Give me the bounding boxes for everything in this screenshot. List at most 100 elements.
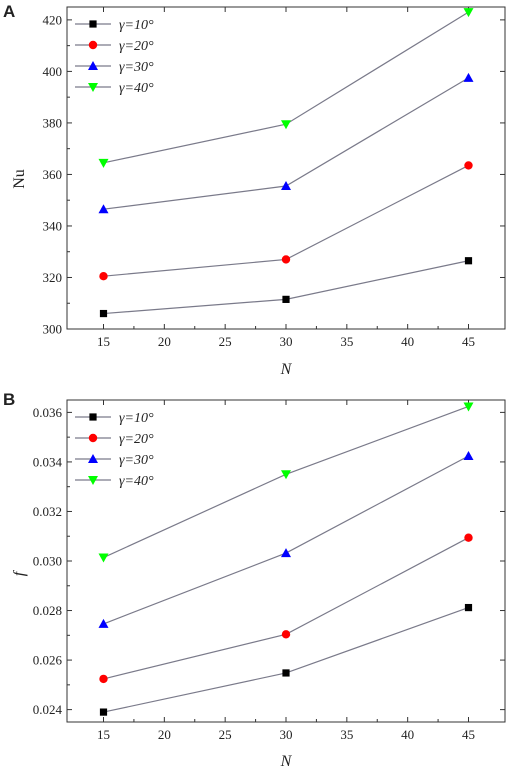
- data-point: [281, 470, 291, 480]
- data-point: [463, 402, 474, 412]
- data-point: [463, 8, 474, 18]
- legend-marker: [89, 413, 97, 421]
- y-tick-label: 0.026: [33, 653, 63, 668]
- legend-marker: [88, 83, 98, 92]
- y-tick-label: 0.028: [33, 603, 62, 618]
- legend-item: γ=30°: [75, 453, 154, 468]
- x-tick-label: 30: [280, 334, 293, 349]
- series-4: [98, 402, 474, 563]
- y-tick-label: 420: [43, 12, 63, 27]
- y-tick-label: 380: [43, 115, 63, 130]
- panel-label-b: B: [3, 390, 15, 409]
- legend-marker: [89, 20, 97, 28]
- legend-label: γ=40°: [119, 474, 154, 489]
- legend-label: γ=30°: [119, 453, 154, 468]
- series-1: [99, 603, 473, 716]
- legend-marker: [88, 40, 98, 50]
- x-tick-label: 15: [97, 334, 110, 349]
- y-tick-label: 0.034: [33, 454, 63, 469]
- series-line: [103, 405, 469, 559]
- y-tick-label: 400: [43, 64, 63, 79]
- x-tick-label: 35: [340, 334, 353, 349]
- legend-marker: [88, 61, 98, 70]
- y-tick-label: 360: [43, 167, 63, 182]
- series-line: [103, 455, 469, 625]
- x-axis-title: N: [280, 753, 293, 770]
- legend-item: γ=30°: [75, 60, 154, 75]
- series-line: [103, 537, 469, 680]
- data-point: [281, 120, 291, 130]
- data-point: [99, 309, 108, 318]
- y-tick-label: 0.030: [33, 554, 62, 569]
- x-tick-label: 45: [462, 334, 475, 349]
- series-3: [98, 72, 474, 214]
- data-point: [464, 603, 473, 612]
- legend-item: γ=20°: [75, 432, 154, 447]
- x-tick-label: 25: [219, 334, 232, 349]
- data-point: [464, 161, 473, 170]
- series-2: [99, 161, 473, 281]
- x-tick-label: 45: [462, 727, 475, 742]
- panel-b: B f N 15 20 25 30 35 40 45 0.024 0.026 0.028 0.030…: [3, 390, 506, 770]
- legend-label: γ=30°: [119, 60, 154, 75]
- data-point: [98, 618, 109, 628]
- data-point: [98, 204, 109, 214]
- data-point: [99, 271, 108, 281]
- legend: γ=10° γ=20° γ=30° γ=40°: [75, 411, 154, 489]
- x-tick-label: 20: [158, 727, 171, 742]
- data-point: [99, 674, 108, 684]
- data-point: [463, 450, 474, 460]
- data-point: [282, 669, 290, 677]
- plot-frame: [66, 6, 506, 330]
- x-tick-label: 40: [401, 727, 414, 742]
- legend-item: γ=40°: [75, 474, 154, 489]
- legend-label: γ=40°: [119, 81, 154, 96]
- legend-marker: [88, 433, 98, 443]
- data-point: [281, 630, 291, 639]
- data-point: [463, 72, 474, 82]
- legend-marker: [88, 454, 98, 463]
- series-line: [103, 607, 469, 713]
- data-point: [281, 548, 291, 558]
- x-axis-title: N: [280, 361, 293, 378]
- legend-item: γ=40°: [75, 81, 154, 96]
- y-axis-title: f: [11, 569, 28, 576]
- x-tick-label: 20: [158, 334, 171, 349]
- series-line: [103, 11, 469, 164]
- y-axis-title: Nu: [11, 169, 28, 189]
- y-tick-label: 320: [43, 270, 63, 285]
- data-point: [98, 158, 109, 168]
- series-2: [99, 533, 473, 684]
- legend-label: γ=20°: [119, 39, 154, 54]
- data-point: [99, 708, 108, 716]
- x-tick-label: 35: [340, 727, 353, 742]
- series-4: [98, 8, 474, 168]
- data-point: [98, 553, 109, 563]
- y-tick-label: 340: [43, 218, 63, 233]
- legend-label: γ=20°: [119, 432, 154, 447]
- x-tick-label: 15: [97, 727, 110, 742]
- legend-marker: [88, 476, 98, 485]
- data-point: [281, 255, 291, 264]
- data-point: [281, 181, 291, 191]
- series-3: [98, 450, 474, 628]
- legend-label: γ=10°: [119, 18, 154, 33]
- y-tick-label: 300: [43, 322, 63, 337]
- data-point: [282, 295, 290, 303]
- y-tick-label: 0.036: [33, 405, 63, 420]
- data-point: [464, 533, 473, 542]
- panel-label-a: A: [3, 2, 15, 21]
- legend-label: γ=10°: [119, 411, 154, 426]
- data-point: [464, 257, 473, 265]
- legend-item: γ=10°: [75, 411, 154, 426]
- y-tick-label: 0.024: [33, 702, 63, 717]
- y-tick-label: 0.032: [33, 504, 62, 519]
- x-tick-label: 25: [219, 727, 232, 742]
- series-1: [99, 257, 473, 318]
- legend-item: γ=20°: [75, 39, 154, 54]
- x-tick-label: 30: [280, 727, 293, 742]
- series-line: [103, 260, 469, 315]
- x-tick-label: 40: [401, 334, 414, 349]
- panel-a: A Nu N 15 20 25 30 35 40 45 300 320 340 360 380 400 4…: [3, 2, 506, 378]
